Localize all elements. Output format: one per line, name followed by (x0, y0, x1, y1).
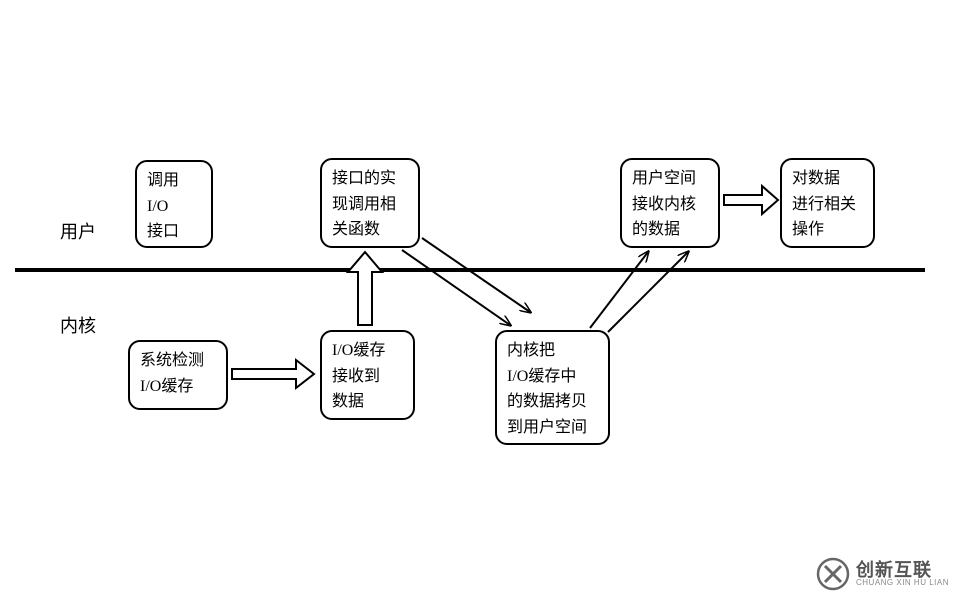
node-kernel-copy-to-user: 内核把 I/O缓存中 的数据拷贝 到用户空间 (495, 330, 610, 445)
node-interface-impl-call-fn: 接口的实 现调用相 关函数 (320, 158, 420, 248)
diagram-overlay (0, 0, 955, 597)
watermark-logo-icon (816, 557, 850, 591)
arrow-cache-to-interface (348, 252, 382, 325)
watermark-sub-text: CHUANG XIN HU LIAN (856, 579, 949, 587)
arrow-copy-to-receive-2 (608, 252, 688, 332)
arrow-interface-to-copy-2 (422, 238, 530, 312)
node-cache-receive-data: I/O缓存 接收到 数据 (320, 330, 415, 420)
kernel-section-label: 内核 (60, 312, 96, 338)
node-process-data: 对数据 进行相关 操作 (780, 158, 875, 248)
watermark-main-text: 创新互联 (856, 561, 949, 579)
node-user-space-receive: 用户空间 接收内核 的数据 (620, 158, 720, 248)
arrow-interface-to-copy-1 (402, 250, 510, 325)
arrow-copy-to-receive-1 (590, 252, 648, 328)
user-section-label: 用户 (60, 218, 96, 244)
watermark: 创新互联 CHUANG XIN HU LIAN (816, 557, 949, 591)
node-system-detect-cache: 系统检测 I/O缓存 (128, 340, 228, 410)
arrow-receive-to-process (724, 186, 778, 214)
node-call-io-interface: 调用 I/O 接口 (135, 160, 213, 248)
arrow-detect-to-cache (232, 360, 314, 388)
